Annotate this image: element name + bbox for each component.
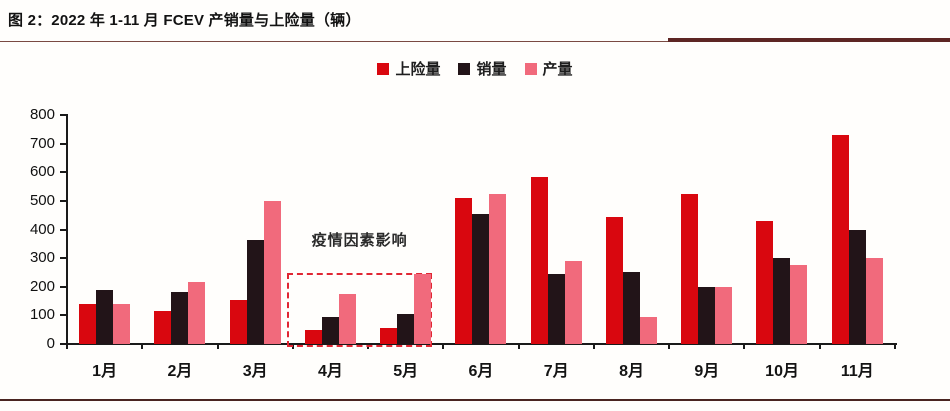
y-axis-tick	[60, 257, 67, 260]
legend-item-production: 产量	[524, 58, 573, 79]
bar-产量-5月	[414, 273, 432, 344]
annotation-covid: 疫情因素影响	[311, 232, 408, 249]
bar-销量-4月	[321, 316, 339, 344]
x-axis-label: 2月	[167, 363, 193, 380]
y-axis	[66, 114, 68, 345]
x-axis-label: 7月	[543, 363, 569, 380]
x-axis-label: 10月	[765, 363, 799, 380]
bar-产量-8月	[639, 316, 657, 344]
y-axis-label: 500	[29, 191, 55, 209]
x-axis-tick	[66, 344, 68, 349]
title-underline-accent	[668, 38, 950, 42]
bar-上险量-1月	[79, 303, 96, 344]
bar-上险量-7月	[530, 176, 548, 344]
bar-产量-9月	[715, 286, 733, 344]
bar-产量-6月	[489, 193, 507, 344]
x-axis-tick	[743, 344, 746, 349]
legend-item-sales: 销量	[458, 58, 507, 79]
x-axis-label: 6月	[468, 363, 494, 380]
y-axis-tick	[60, 199, 67, 202]
legend-swatch-sales	[458, 62, 471, 75]
x-axis-tick	[216, 344, 219, 349]
bar-上险量-9月	[681, 193, 699, 344]
bar-销量-9月	[698, 286, 716, 344]
chart-legend: 上险量 销量 产量	[0, 58, 950, 79]
bar-上险量-3月	[229, 299, 247, 344]
y-axis-tick	[60, 228, 67, 231]
y-axis-tick	[60, 142, 67, 145]
bottom-rule	[0, 399, 950, 401]
legend-swatch-production	[524, 62, 537, 75]
x-axis-tick	[442, 344, 445, 349]
bar-产量-1月	[113, 303, 130, 344]
bar-产量-2月	[188, 282, 206, 344]
bar-销量-2月	[171, 292, 189, 344]
legend-swatch-insurance	[377, 62, 390, 75]
y-axis-label: 0	[46, 335, 55, 352]
bar-销量-11月	[848, 229, 866, 344]
bar-销量-7月	[547, 273, 565, 344]
bar-销量-8月	[622, 272, 640, 344]
x-axis-label: 8月	[619, 363, 644, 380]
y-axis-label: 800	[29, 106, 55, 123]
bar-上险量-2月	[154, 311, 172, 344]
bar-产量-4月	[338, 293, 356, 344]
y-axis-label: 400	[29, 220, 55, 238]
y-axis-tick	[60, 314, 67, 317]
x-axis	[66, 343, 897, 345]
bar-销量-5月	[397, 313, 415, 344]
y-axis-label: 700	[29, 134, 55, 152]
x-axis-label: 4月	[317, 363, 343, 380]
legend-label-insurance: 上险量	[395, 61, 441, 78]
x-axis-label: 5月	[393, 363, 419, 380]
annotation-box	[286, 273, 433, 347]
bar-销量-10月	[773, 258, 791, 344]
legend-label-production: 产量	[542, 61, 573, 78]
y-axis-label: 600	[29, 163, 55, 181]
bar-销量-6月	[472, 213, 490, 344]
y-axis-tick	[60, 343, 67, 345]
x-axis-label: 11月	[840, 363, 874, 380]
bar-上险量-4月	[304, 329, 322, 344]
x-axis-label: 9月	[694, 363, 720, 380]
bar-上险量-5月	[380, 328, 398, 344]
legend-label-sales: 销量	[476, 61, 507, 78]
bar-产量-10月	[790, 265, 808, 344]
y-axis-label: 300	[29, 249, 55, 267]
bar-上险量-10月	[756, 220, 774, 344]
y-axis-tick	[60, 171, 67, 174]
x-axis-tick	[592, 344, 595, 349]
x-axis-tick	[517, 344, 520, 349]
x-axis-label: 3月	[242, 363, 268, 380]
bar-销量-1月	[96, 289, 113, 344]
bar-产量-7月	[564, 260, 582, 344]
y-axis-label: 100	[29, 306, 55, 324]
bar-产量-3月	[263, 200, 281, 344]
bar-产量-11月	[865, 258, 883, 344]
legend-item-insurance: 上险量	[377, 58, 440, 79]
x-axis-tick	[668, 344, 671, 349]
x-axis-label: 1月	[92, 363, 118, 380]
figure-title: 图 2：2022 年 1-11 月 FCEV 产销量与上险量（辆）	[8, 12, 361, 29]
x-axis-tick	[818, 344, 821, 349]
bar-上险量-6月	[455, 198, 473, 344]
bar-上险量-8月	[605, 216, 623, 344]
y-axis-tick	[60, 285, 67, 288]
bar-上险量-11月	[831, 135, 849, 344]
x-axis-tick	[141, 344, 144, 349]
title-underline	[0, 41, 950, 42]
y-axis-tick	[60, 114, 67, 116]
y-axis-label: 200	[29, 277, 55, 295]
x-axis-tick	[894, 344, 896, 349]
bar-销量-3月	[246, 239, 264, 344]
